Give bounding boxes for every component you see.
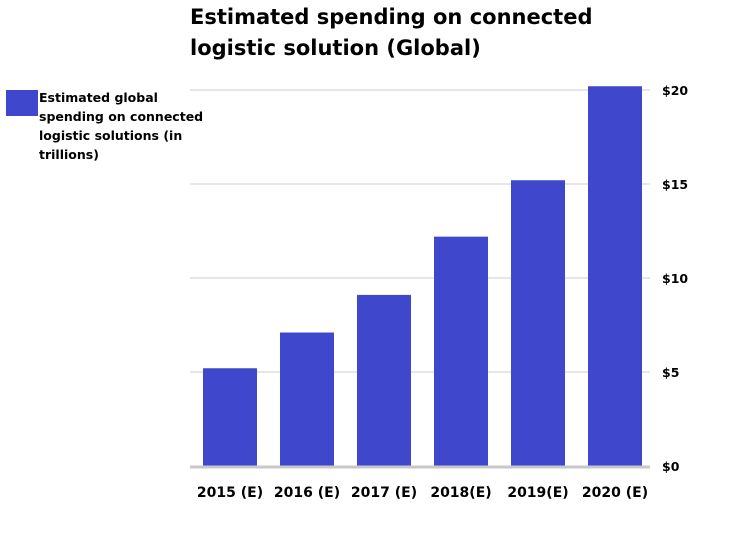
bar bbox=[511, 180, 565, 467]
bar bbox=[357, 294, 411, 466]
x-tick-label: 2018(E) bbox=[430, 485, 491, 501]
x-tick-label: 2019(E) bbox=[507, 485, 568, 501]
y-tick-label: $0 bbox=[662, 459, 680, 474]
y-axis: $0 $5 $10 $15 $20 bbox=[662, 83, 688, 474]
x-tick-label: 2015 (E) bbox=[197, 485, 263, 501]
bars bbox=[203, 86, 642, 467]
y-tick-label: $15 bbox=[662, 177, 688, 192]
x-tick-label: 2017 (E) bbox=[351, 485, 417, 501]
bar bbox=[203, 368, 257, 466]
x-tick-label: 2016 (E) bbox=[274, 485, 340, 501]
bar bbox=[434, 236, 488, 466]
bar bbox=[588, 86, 642, 467]
legend-swatch bbox=[6, 90, 38, 116]
y-tick-label: $10 bbox=[662, 271, 688, 286]
chart-title: Estimated spending on connected logistic… bbox=[190, 5, 593, 60]
legend-label: Estimated global spending on connected l… bbox=[39, 90, 204, 162]
x-tick-label: 2020 (E) bbox=[582, 485, 648, 501]
gridlines bbox=[190, 89, 650, 373]
y-tick-label: $5 bbox=[662, 365, 679, 380]
x-axis: 2015 (E) 2016 (E) 2017 (E) 2018(E) 2019(E) 20… bbox=[190, 465, 650, 501]
bar bbox=[280, 332, 334, 466]
y-tick-label: $20 bbox=[662, 83, 688, 98]
